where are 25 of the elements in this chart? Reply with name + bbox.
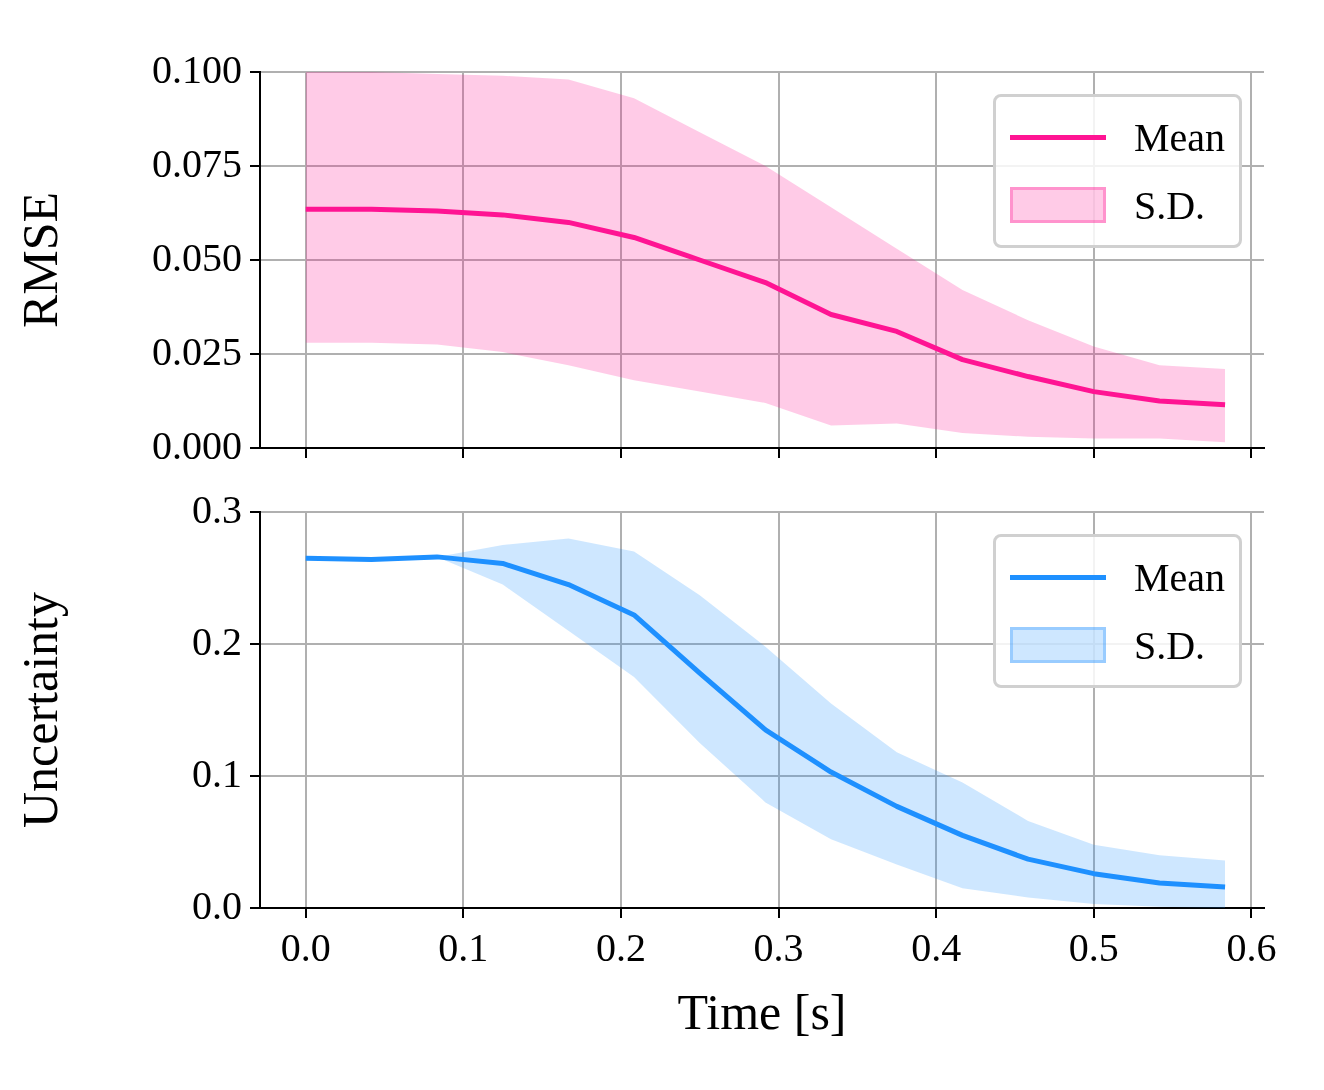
y-tick-label: 0.050: [152, 234, 242, 280]
x-tick-label: 0.2: [595, 924, 646, 970]
legend-frame: Mean S.D.: [992, 94, 1242, 248]
x-tick-label: 0.5: [1068, 924, 1119, 970]
y-tick-label: 0.0: [192, 882, 242, 928]
annotation: S.D.: [1133, 621, 1206, 669]
y-tick-label: 0.100: [152, 46, 242, 92]
y-tick-label: 0.025: [152, 328, 242, 374]
y-tick-label: 0.000: [152, 422, 242, 468]
y-axis-title: Uncertainty: [12, 591, 69, 829]
x-axis-title: Time [s]: [677, 984, 847, 1041]
legend-label: Mean: [1133, 113, 1225, 161]
y-tick-label: 0.3: [192, 486, 242, 532]
x-tick-label: 0.3: [753, 924, 804, 970]
x-tick-label: 0.1: [438, 924, 489, 970]
x-tick-label: 0.6: [1226, 924, 1277, 970]
x-tick-label: 0.0: [280, 924, 331, 970]
y-tick-label: 0.075: [152, 140, 242, 186]
y-axis-title: RMSE: [12, 191, 69, 329]
annotation: S.D.: [1133, 181, 1206, 229]
legend-frame: Mean S.D.: [992, 534, 1242, 688]
y-tick-label: 0.1: [192, 750, 242, 796]
x-tick-label: 0.4: [911, 924, 962, 970]
legend-label: Mean: [1133, 553, 1225, 601]
y-tick-label: 0.2: [192, 618, 242, 664]
